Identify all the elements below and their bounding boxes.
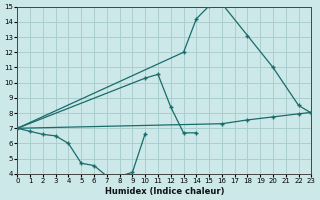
X-axis label: Humidex (Indice chaleur): Humidex (Indice chaleur): [105, 187, 224, 196]
